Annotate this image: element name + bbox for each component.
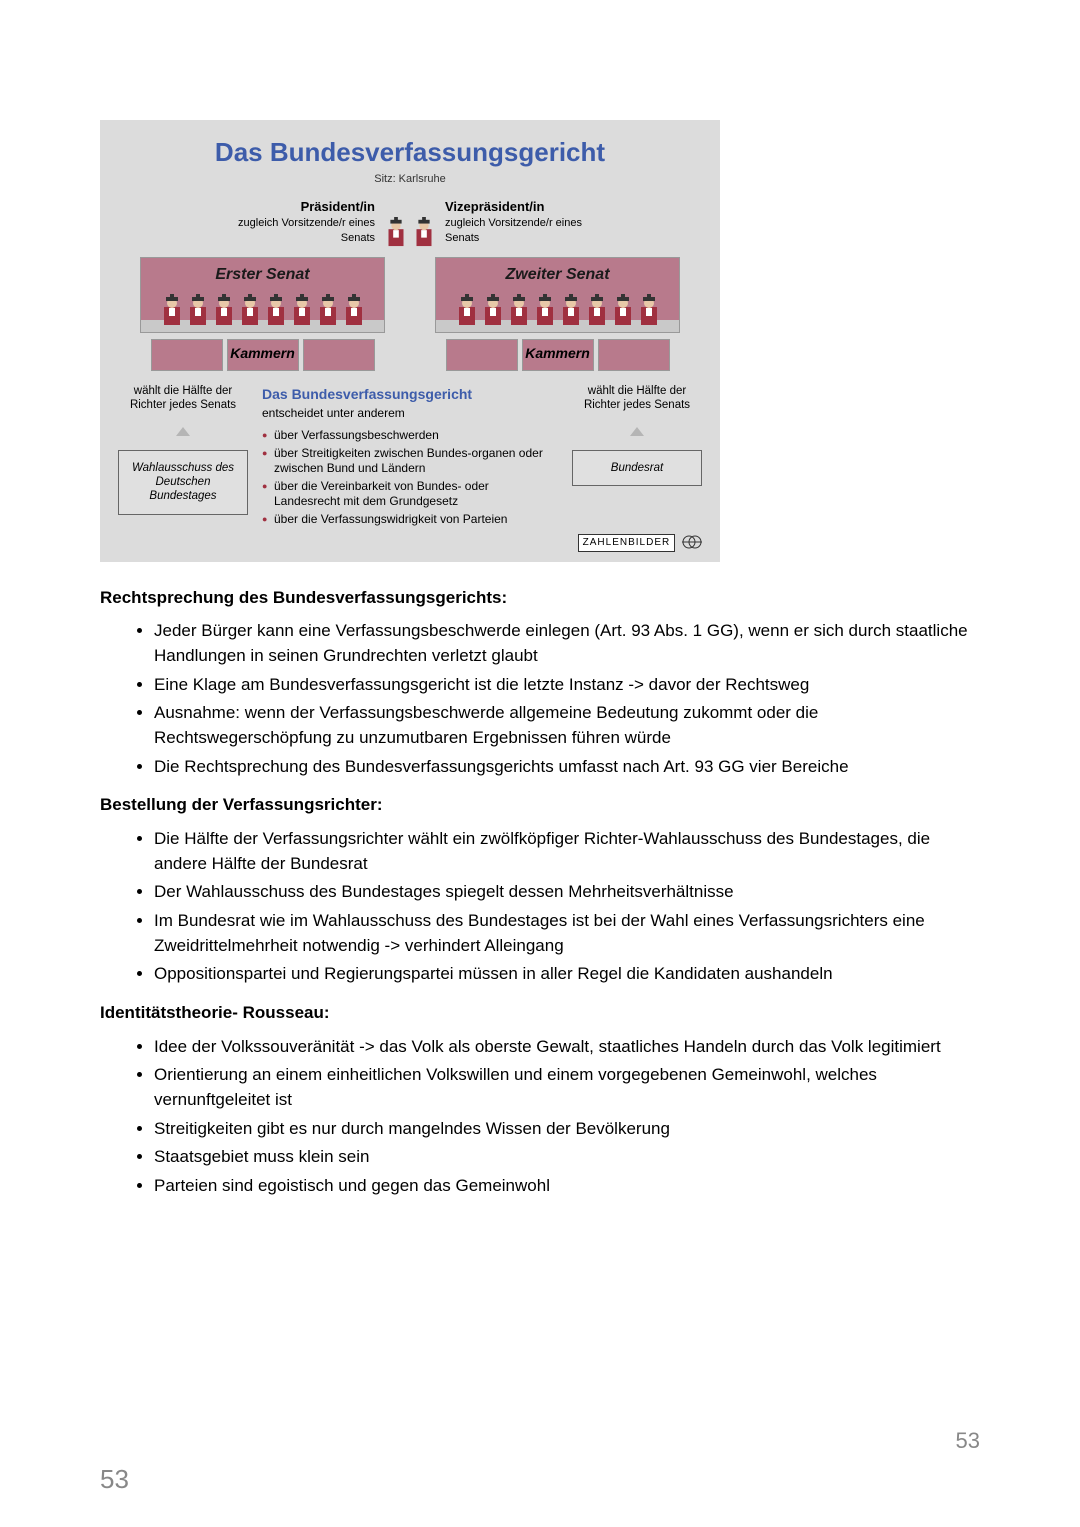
senate-box-second: Zweiter Senat [435,257,680,333]
list-item: Ausnahme: wenn der Verfassungsbeschwerde… [154,701,980,750]
right-elector-box: Bundesrat [572,450,702,486]
list-item: Eine Klage am Bundesverfassungsgericht i… [154,673,980,698]
judges-row-second [436,292,679,332]
list-item: Der Wahlausschuss des Bundestages spiege… [154,880,980,905]
judge-icon [482,294,504,326]
list-item: Streitigkeiten gibt es nur durch mangeln… [154,1117,980,1142]
judge-icon [291,294,313,326]
senate-row: Erster Senat Zweiter Senat [118,257,702,333]
vicepresident-column: Vizepräsident/in zugleich Vorsitzende/r … [445,198,615,247]
chamber-box-label: Kammern [227,339,299,371]
document-body: Rechtsprechung des Bundesverfassungsgeri… [100,586,980,1199]
attribution-logo-icon [682,535,702,549]
center-bullet: über Verfassungsbeschwerden [262,428,558,443]
list-item: Parteien sind egoistisch und gegen das G… [154,1174,980,1199]
president-column: Präsident/in zugleich Vorsitzende/r eine… [205,198,375,247]
center-bullet: über Streitigkeiten zwischen Bundes-orga… [262,446,558,476]
list-item: Die Rechtsprechung des Bundesverfassungs… [154,755,980,780]
judge-icon [239,294,261,326]
chambers-row: Kammern Kammern [118,339,702,371]
vicepresident-title: Vizepräsident/in [445,198,615,216]
arrow-up-icon [630,427,644,436]
judge-icon [213,294,235,326]
section-list: Die Hälfte der Verfassungsrichter wählt … [154,827,980,987]
judge-icon [161,294,183,326]
arrow-up-icon [176,427,190,436]
judge-icon [456,294,478,326]
section-heading: Rechtsprechung des Bundesverfassungsgeri… [100,586,980,610]
list-item: Jeder Bürger kann eine Verfassungsbeschw… [154,619,980,668]
list-item: Die Hälfte der Verfassungsrichter wählt … [154,827,980,876]
list-item: Orientierung an einem einheitlichen Volk… [154,1063,980,1112]
judge-icon [508,294,530,326]
chamber-box [303,339,375,371]
judge-icon [586,294,608,326]
judge-icon [187,294,209,326]
center-bullets: über Verfassungsbeschwerden über Streiti… [262,428,558,527]
judges-row-first [141,292,384,332]
judge-icon [385,217,407,247]
senate-box-first: Erster Senat [140,257,385,333]
judge-icon [343,294,365,326]
chambers-label: Kammern [523,344,593,364]
left-side-column: wählt die Hälfte der Richter jedes Senat… [118,385,248,515]
judge-icon [560,294,582,326]
chamber-box [446,339,518,371]
diagram-bottom-grid: wählt die Hälfte der Richter jedes Senat… [118,385,702,529]
center-column: Das Bundesverfassungsgericht entscheidet… [256,385,564,529]
section-heading: Identitätstheorie- Rousseau: [100,1001,980,1025]
president-title: Präsident/in [205,198,375,216]
president-sub: zugleich Vorsitzende/r eines Senats [205,216,375,247]
attribution-row: ZAHLENBILDER [118,534,702,552]
attribution-label: ZAHLENBILDER [578,534,676,552]
right-side-column: wählt die Hälfte der Richter jedes Senat… [572,385,702,486]
section-list: Idee der Volkssouveränität -> das Volk a… [154,1035,980,1199]
president-row: Präsident/in zugleich Vorsitzende/r eine… [118,198,702,247]
list-item: Staatsgebiet muss klein sein [154,1145,980,1170]
judge-icon [612,294,634,326]
list-item: Im Bundesrat wie im Wahlausschuss des Bu… [154,909,980,958]
section-list: Jeder Bürger kann eine Verfassungsbeschw… [154,619,980,779]
chambers-label: Kammern [228,344,298,364]
judge-icon [413,217,435,247]
judge-icon [534,294,556,326]
left-elector-box: Wahlausschuss des Deutschen Bundestages [118,450,248,515]
diagram-subtitle: Sitz: Karlsruhe [118,172,702,187]
center-bullet: über die Verfassungswidrigkeit von Parte… [262,512,558,527]
center-subtitle: entscheidet unter anderem [262,405,558,422]
chamber-box-label: Kammern [522,339,594,371]
chamber-box [598,339,670,371]
chamber-box [151,339,223,371]
judge-icon [638,294,660,326]
judge-icon [265,294,287,326]
diagram-title: Das Bundesverfassungsgericht [118,134,702,170]
center-title: Das Bundesverfassungsgericht [262,385,558,405]
senate-label-second: Zweiter Senat [436,264,679,286]
page-number-bottom-left: 53 [100,1461,129,1497]
senate-label-first: Erster Senat [141,264,384,286]
right-elect-text: wählt die Hälfte der Richter jedes Senat… [572,385,702,413]
vicepresident-sub: zugleich Vorsitzende/r eines Senats [445,216,615,247]
center-bullet: über die Vereinbarkeit von Bundes- oder … [262,479,558,509]
diagram-container: Das Bundesverfassungsgericht Sitz: Karls… [100,120,720,562]
left-elect-text: wählt die Hälfte der Richter jedes Senat… [118,385,248,413]
section-heading: Bestellung der Verfassungsrichter: [100,793,980,817]
judge-icon [317,294,339,326]
top-judges-icons [385,198,435,247]
list-item: Oppositionspartei und Regierungspartei m… [154,962,980,987]
page-number-bottom-right: 53 [956,1426,980,1457]
chambers-second: Kammern [435,339,680,371]
list-item: Idee der Volkssouveränität -> das Volk a… [154,1035,980,1060]
chambers-first: Kammern [140,339,385,371]
